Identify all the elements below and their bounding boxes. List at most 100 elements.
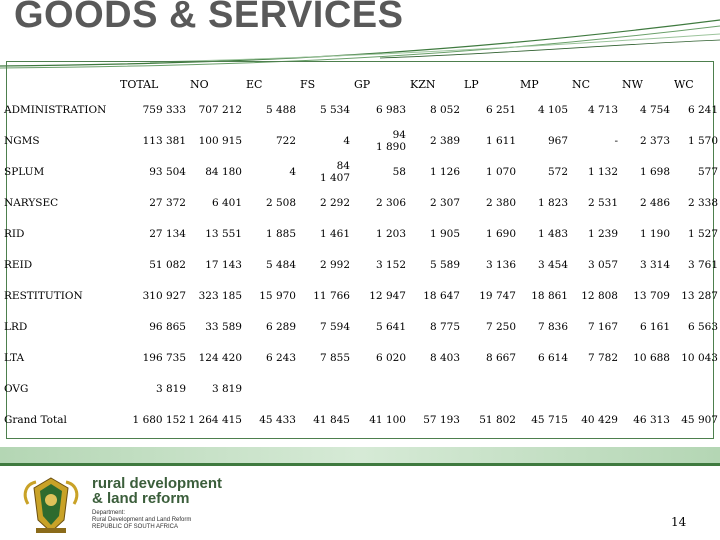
table-cell: 759 333 xyxy=(142,103,186,116)
table-cell: 93 504 xyxy=(149,165,186,178)
table-row: RID 27 134 13 551 1 885 1 461 1 203 1 905 1 690… xyxy=(4,218,718,249)
table-cell: 1 823 xyxy=(537,196,568,209)
table-row: NARYSEC 27 372 6 401 2 508 2 292 2 306 2 307 2 … xyxy=(4,187,718,218)
goods-services-table: TOTAL NO EC FS GP KZN LP MP NC NW WC ADMINISTRATIO… xyxy=(4,74,718,435)
table-cell: 2 508 xyxy=(265,196,296,209)
table-cell: 967 xyxy=(547,134,568,147)
table-cell: 1 527 xyxy=(687,227,718,240)
table-cell: 1 132 xyxy=(587,165,618,178)
table-cell: 2 531 xyxy=(587,196,618,209)
table-cell: 3 454 xyxy=(537,258,568,271)
table-cell: 5 641 xyxy=(375,320,406,333)
table-cell: 1 264 415 xyxy=(188,413,242,426)
table-cell: 323 185 xyxy=(198,289,242,302)
table-cell: 8 052 xyxy=(429,103,460,116)
table-row: REID 51 082 17 143 5 484 2 992 3 152 5 589 3 13… xyxy=(4,249,718,280)
table-cell: 1 126 xyxy=(429,165,460,178)
table-cell: 722 xyxy=(275,134,296,147)
table-cell: 6 251 xyxy=(485,103,516,116)
table-row: ADMINISTRATION 759 333 707 212 5 488 5 534 6 … xyxy=(4,94,718,125)
header-corner xyxy=(4,74,116,94)
row-label: NARYSEC xyxy=(4,196,59,209)
table-cell: 1 680 152 xyxy=(132,413,186,426)
table-cell: 2 486 xyxy=(639,196,670,209)
table-cell: 310 927 xyxy=(142,289,186,302)
column-header-fs: FS xyxy=(300,77,316,91)
column-header-nw: NW xyxy=(622,77,643,91)
table-cell: 5 488 xyxy=(265,103,296,116)
table-cell: 33 589 xyxy=(205,320,242,333)
table-cell: 7 594 xyxy=(319,320,350,333)
column-header-no: NO xyxy=(190,77,209,91)
table-cell: 6 289 xyxy=(265,320,296,333)
table-cell: 1 461 xyxy=(319,227,350,240)
page-title: GOODS & SERVICES xyxy=(14,0,404,36)
table-cell: 8 775 xyxy=(429,320,460,333)
table-cell: 8 403 xyxy=(429,351,460,364)
table-cell: 1 905 xyxy=(429,227,460,240)
column-header-ec: EC xyxy=(246,77,263,91)
table-cell: 45 715 xyxy=(531,413,568,426)
table-cell xyxy=(296,373,350,404)
table-cell: 2 292 xyxy=(319,196,350,209)
table-cell: 196 735 xyxy=(142,351,186,364)
table-cell: 113 381 xyxy=(142,134,186,147)
table-cell: 3 819 xyxy=(155,382,186,395)
table-cell: 707 212 xyxy=(198,103,242,116)
table-cell: 45 907 xyxy=(681,413,718,426)
table-cell: 3 152 xyxy=(375,258,406,271)
table-cell: 572 xyxy=(547,165,568,178)
row-label: LTA xyxy=(4,351,25,364)
table-cell: - xyxy=(614,134,618,147)
column-header-total: TOTAL xyxy=(120,77,159,91)
table-cell: 2 389 xyxy=(429,134,460,147)
column-header-kzn: KZN xyxy=(410,77,436,91)
table-cell: 84 180 xyxy=(205,165,242,178)
table-cell: 84 1 407 xyxy=(319,159,350,184)
table-cell: 4 xyxy=(343,134,350,147)
table-cell: 6 614 xyxy=(537,351,568,364)
table-cell: 19 747 xyxy=(479,289,516,302)
table-frame xyxy=(6,61,714,439)
table-cell: 1 190 xyxy=(639,227,670,240)
dept-name-line2: & land reform xyxy=(92,490,190,507)
table-cell: 58 xyxy=(392,165,406,178)
table-cell: 4 754 xyxy=(639,103,670,116)
column-header-nc: NC xyxy=(572,77,591,91)
table-cell: 7 250 xyxy=(485,320,516,333)
dept-country: REPUBLIC OF SOUTH AFRICA xyxy=(92,524,179,530)
table-row: SPLUM 93 504 84 180 4 84 1 407 58 1 126 1 070 57… xyxy=(4,156,718,187)
table-cell: 7 167 xyxy=(587,320,618,333)
table-cell: 2 307 xyxy=(429,196,460,209)
table-cell xyxy=(568,373,618,404)
dept-name-line1: rural development xyxy=(92,475,223,492)
table-cell: 41 845 xyxy=(313,413,350,426)
footer-divider xyxy=(0,463,720,466)
table-row: OVG 3 819 3 819 xyxy=(4,373,718,404)
table-cell: 5 534 xyxy=(319,103,350,116)
column-header-mp: MP xyxy=(520,77,539,91)
table-cell: 17 143 xyxy=(205,258,242,271)
table-row: LTA 196 735 124 420 6 243 7 855 6 020 8 403 8 6… xyxy=(4,342,718,373)
table-cell: 12 947 xyxy=(369,289,406,302)
table-cell: 3 819 xyxy=(211,382,242,395)
table-cell: 5 484 xyxy=(265,258,296,271)
table-cell: 2 380 xyxy=(485,196,516,209)
table-cell: 6 241 xyxy=(687,103,718,116)
page-number: 14 xyxy=(671,515,687,529)
table-cell: 2 992 xyxy=(319,258,350,271)
dept-full-name: Rural Development and Land Reform xyxy=(92,517,192,523)
table-cell: 4 105 xyxy=(537,103,568,116)
table-cell: 10 688 xyxy=(633,351,670,364)
footer-green-bar xyxy=(0,447,720,463)
table-cell: 27 134 xyxy=(149,227,186,240)
table-cell: 41 100 xyxy=(369,413,406,426)
table-cell: 2 306 xyxy=(375,196,406,209)
table-cell: 6 401 xyxy=(211,196,242,209)
table-cell: 51 802 xyxy=(479,413,516,426)
table-row: LRD 96 865 33 589 6 289 7 594 5 641 8 775 7 250… xyxy=(4,311,718,342)
table-row: RESTITUTION 310 927 323 185 15 970 11 766 12 … xyxy=(4,280,718,311)
table-cell xyxy=(516,373,568,404)
header-row: TOTAL NO EC FS GP KZN LP MP NC NW WC xyxy=(4,74,718,94)
table-cell xyxy=(350,373,406,404)
